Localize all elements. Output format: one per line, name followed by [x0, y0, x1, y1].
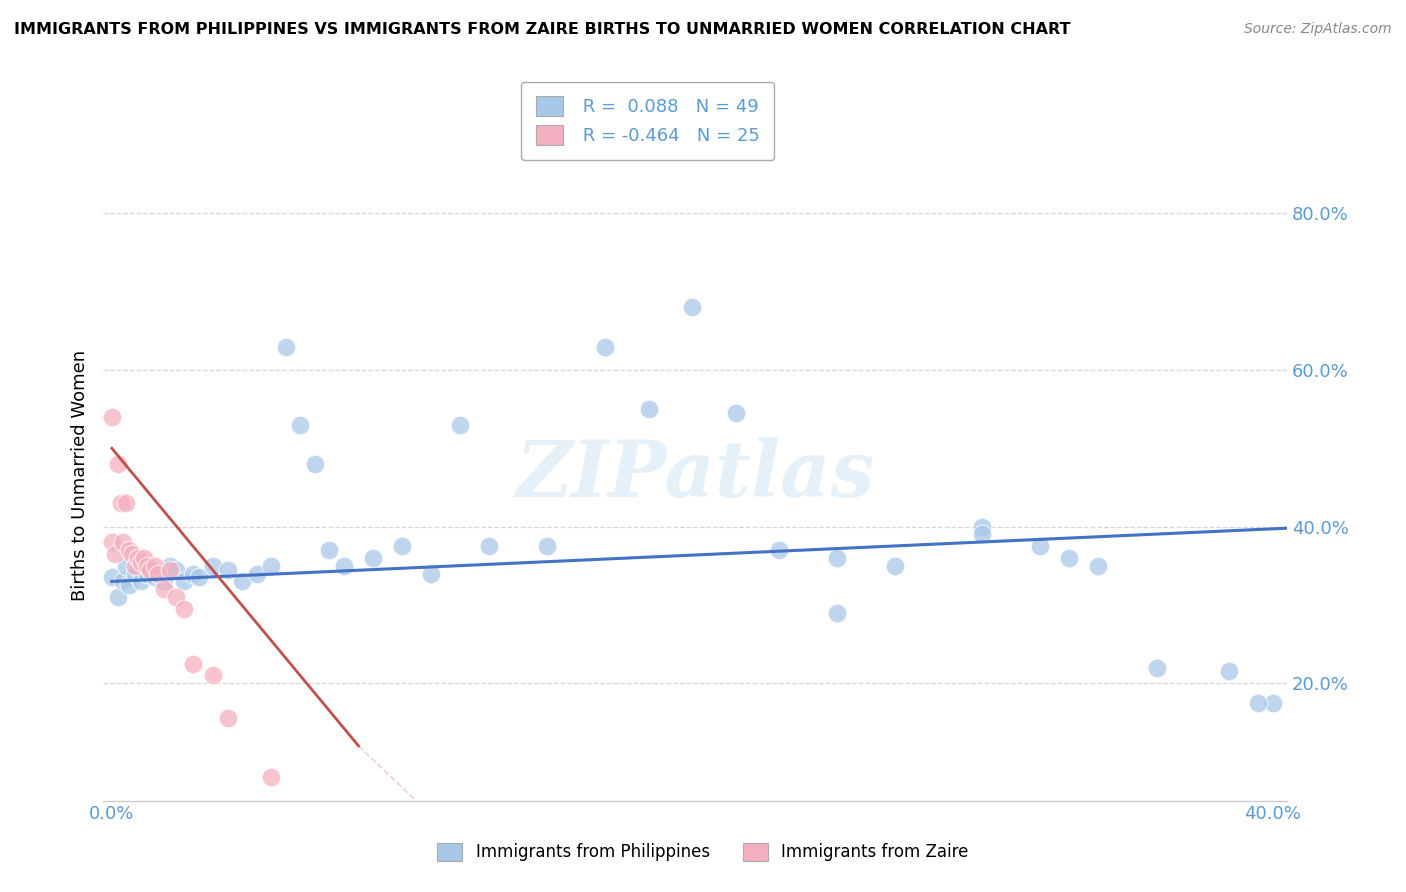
Point [972, 527, 994, 541]
Point [637, 402, 659, 417]
Point [972, 519, 994, 533]
Point [129, 574, 152, 589]
Point [1059, 550, 1081, 565]
Point [118, 543, 141, 558]
Point [202, 558, 225, 573]
Point [138, 563, 160, 577]
Point [148, 566, 170, 581]
Point [478, 539, 501, 553]
Point [231, 574, 253, 589]
Point [173, 574, 195, 589]
Point [724, 406, 747, 420]
Point [101, 535, 124, 549]
Point [132, 550, 155, 565]
Legend:  R =  0.088   N = 49,  R = -0.464   N = 25: R = 0.088 N = 49, R = -0.464 N = 25 [522, 82, 775, 160]
Point [118, 578, 141, 592]
Text: ZIPatlas: ZIPatlas [516, 437, 875, 514]
Point [181, 657, 204, 671]
Text: IMMIGRANTS FROM PHILIPPINES VS IMMIGRANTS FROM ZAIRE BIRTHS TO UNMARRIED WOMEN C: IMMIGRANTS FROM PHILIPPINES VS IMMIGRANT… [14, 22, 1070, 37]
Point [333, 558, 356, 573]
Point [274, 340, 297, 354]
Point [112, 574, 135, 589]
Point [536, 539, 558, 553]
Point [127, 550, 149, 565]
Point [260, 770, 283, 784]
Point [827, 550, 849, 565]
Point [115, 558, 138, 573]
Point [202, 668, 225, 682]
Point [121, 547, 143, 561]
Point [290, 417, 312, 432]
Point [107, 457, 129, 471]
Point [304, 457, 326, 471]
Point [173, 602, 195, 616]
Point [1261, 696, 1284, 710]
Point [181, 566, 204, 581]
Point [593, 340, 616, 354]
Point [143, 558, 166, 573]
Point [104, 547, 127, 561]
Point [884, 558, 907, 573]
Point [246, 566, 269, 581]
Point [124, 558, 146, 573]
Point [101, 410, 124, 425]
Text: Source: ZipAtlas.com: Source: ZipAtlas.com [1244, 22, 1392, 37]
Legend: Immigrants from Philippines, Immigrants from Zaire: Immigrants from Philippines, Immigrants … [425, 830, 981, 875]
Point [143, 570, 166, 584]
Point [217, 711, 239, 725]
Point [135, 558, 157, 573]
Point [101, 570, 124, 584]
Point [159, 558, 181, 573]
Point [1146, 660, 1168, 674]
Point [768, 543, 790, 558]
Point [115, 496, 138, 510]
Point [107, 590, 129, 604]
Point [260, 558, 283, 573]
Point [124, 566, 146, 581]
Point [159, 563, 181, 577]
Point [138, 563, 160, 577]
Point [165, 590, 187, 604]
Point [1247, 696, 1270, 710]
Point [217, 563, 239, 577]
Point [391, 539, 413, 553]
Point [153, 582, 176, 597]
Point [1087, 558, 1109, 573]
Point [681, 301, 703, 315]
Point [129, 555, 152, 569]
Y-axis label: Births to Unmarried Women: Births to Unmarried Women [72, 351, 89, 601]
Point [449, 417, 471, 432]
Point [827, 606, 849, 620]
Point [420, 566, 443, 581]
Point [110, 496, 132, 510]
Point [153, 574, 176, 589]
Point [1218, 665, 1240, 679]
Point [361, 550, 384, 565]
Point [165, 563, 187, 577]
Point [1029, 539, 1052, 553]
Point [135, 566, 157, 581]
Point [318, 543, 340, 558]
Point [112, 535, 135, 549]
Point [187, 570, 209, 584]
